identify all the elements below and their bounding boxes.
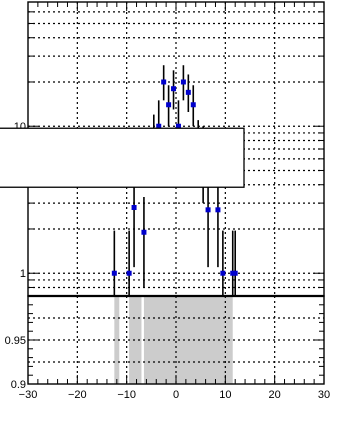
y-tick-label: 1 bbox=[20, 268, 26, 280]
ratio-y-tick-label: 0.9 bbox=[11, 379, 26, 391]
x-tick-label: 20 bbox=[269, 389, 281, 401]
data-point bbox=[131, 204, 137, 210]
ratio-panel: 0.9 0.95 −30 −20 −10 0 10 20 30 bbox=[5, 294, 330, 401]
data-point bbox=[156, 123, 162, 129]
data-point bbox=[126, 270, 132, 276]
x-tick-label: 10 bbox=[219, 389, 231, 401]
x-tick-label: −30 bbox=[19, 389, 38, 401]
legend-frame bbox=[0, 127, 245, 188]
data-point bbox=[166, 102, 172, 108]
x-tick-label: 0 bbox=[173, 389, 179, 401]
top-panel: 110 bbox=[14, 1, 325, 297]
data-point bbox=[232, 270, 238, 276]
data-point bbox=[180, 79, 186, 85]
ratio-y-tick-label: 0.95 bbox=[5, 335, 26, 347]
x-tick-label: −10 bbox=[117, 389, 136, 401]
data-point bbox=[141, 229, 147, 235]
x-tick-label: −20 bbox=[68, 389, 87, 401]
data-point bbox=[111, 270, 117, 276]
data-point bbox=[185, 89, 191, 95]
data-point bbox=[205, 207, 211, 213]
data-point bbox=[161, 79, 167, 85]
data-point bbox=[220, 270, 226, 276]
legend-box bbox=[0, 127, 245, 188]
data-point bbox=[215, 207, 221, 213]
data-point bbox=[175, 123, 181, 129]
ratio-band-0 bbox=[114, 296, 120, 384]
data-point bbox=[171, 86, 177, 92]
x-tick-label: 30 bbox=[318, 389, 330, 401]
data-point bbox=[190, 102, 196, 108]
